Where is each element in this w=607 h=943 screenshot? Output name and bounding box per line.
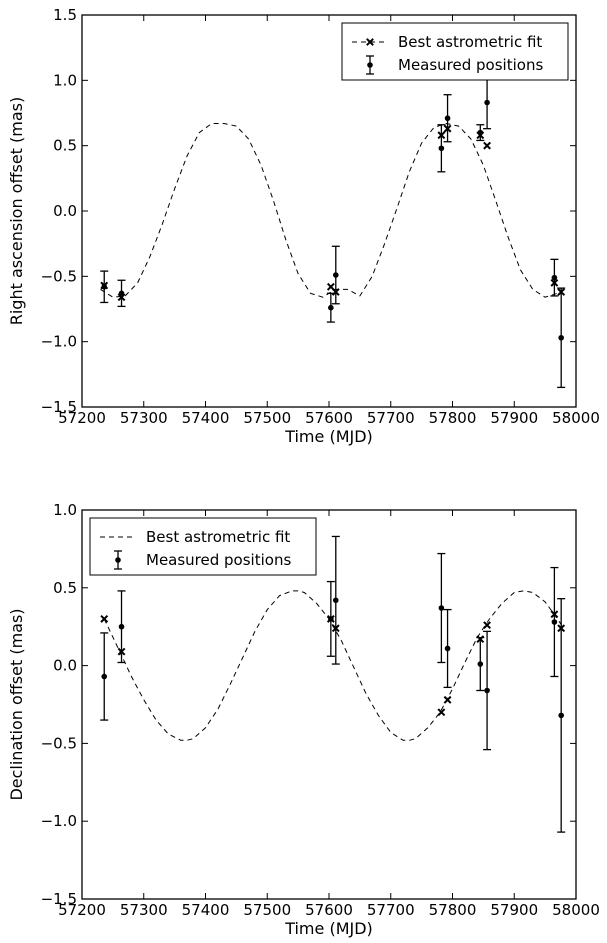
x-tick-label: 57800	[429, 901, 477, 919]
x-tick-label: 57300	[120, 409, 168, 427]
measured-point	[483, 75, 492, 130]
y-tick-label: −0.5	[41, 734, 77, 752]
x-tick-label: 57500	[243, 409, 291, 427]
measured-point	[443, 94, 452, 143]
measured-point	[437, 124, 446, 173]
x-tick-label: 57800	[429, 409, 477, 427]
x-tick-label: 57700	[367, 901, 415, 919]
measured-point	[557, 598, 566, 833]
x-tick-label: 57400	[182, 409, 230, 427]
legend-entry-fit: Best astrometric fit	[352, 33, 542, 51]
x-tick-label: 58000	[552, 409, 600, 427]
y-axis-label: Right ascension offset (mas)	[7, 97, 26, 326]
measured-point	[550, 258, 559, 297]
measured-point	[100, 270, 109, 304]
legend-measured-symbol	[114, 550, 122, 570]
y-tick-label: −1.0	[41, 812, 77, 830]
x-tick-label: 57900	[490, 901, 538, 919]
y-tick-label: −1.5	[41, 890, 77, 908]
legend-box	[341, 22, 569, 81]
legend: Best astrometric fit Measured positions	[89, 517, 317, 576]
fit-marker	[100, 615, 109, 623]
x-tick-label: 57700	[367, 409, 415, 427]
legend-entry-measured: Measured positions	[366, 55, 543, 75]
fit-marker	[443, 695, 452, 704]
y-axis-label: Declination offset (mas)	[7, 608, 26, 800]
y-tick-label: 0.5	[53, 579, 77, 597]
y-tick-label: 1.0	[53, 501, 77, 519]
legend-label-fit: Best astrometric fit	[146, 528, 290, 546]
measured-point	[117, 279, 126, 308]
plot-area	[100, 75, 566, 389]
legend-label-measured: Measured positions	[146, 551, 291, 569]
measured-point	[326, 580, 335, 657]
chart-panel-1: 57200 57300 57400 57500 57600 57700 57800 57900…	[7, 6, 600, 446]
x-tick-label: 57500	[243, 901, 291, 919]
y-tick-label: −1.5	[41, 398, 77, 416]
measured-point	[550, 566, 559, 678]
measured-point	[331, 245, 340, 305]
measured-point	[557, 287, 566, 389]
x-axis-label: Time (MJD)	[284, 427, 373, 446]
x-tick-label: 57300	[120, 901, 168, 919]
legend-label-fit: Best astrometric fit	[398, 33, 542, 51]
y-tick-label: 0.0	[53, 657, 77, 675]
legend-entry-fit: Best astrometric fit	[100, 528, 290, 546]
legend-box	[89, 517, 317, 576]
x-tick-label: 57900	[490, 409, 538, 427]
fit-marker	[437, 708, 446, 717]
x-tick-label: 57600	[305, 901, 353, 919]
measured-point	[476, 636, 485, 692]
legend-fit-marker	[366, 38, 374, 46]
x-tick-label: 57400	[182, 901, 230, 919]
y-tick-label: −1.0	[41, 333, 77, 351]
legend-label-measured: Measured positions	[398, 56, 543, 74]
legend-measured-symbol	[366, 55, 374, 75]
fit-curve	[103, 590, 565, 741]
legend-entry-measured: Measured positions	[114, 550, 291, 570]
legend: Best astrometric fit Measured positions	[341, 22, 569, 81]
y-tick-label: 1.0	[53, 71, 77, 89]
y-tick-label: 1.5	[53, 6, 77, 24]
x-tick-label: 57200	[58, 901, 106, 919]
measured-point	[326, 292, 335, 323]
x-tick-label: 58000	[552, 901, 600, 919]
measured-point	[443, 608, 452, 689]
x-tick-label: 57200	[58, 409, 106, 427]
fit-marker	[483, 621, 491, 630]
measured-point	[483, 630, 492, 751]
measured-point	[331, 535, 340, 665]
y-tick-label: 0.0	[53, 202, 77, 220]
chart-panel-2: 57200 57300 57400 57500 57600 57700 57800 57900…	[7, 501, 600, 938]
fit-curve	[100, 122, 564, 298]
y-tick-label: −0.5	[41, 267, 77, 285]
measured-point	[437, 552, 446, 664]
measured-point	[117, 590, 126, 664]
fit-marker	[483, 141, 491, 150]
plot-area	[100, 535, 566, 833]
x-tick-label: 57600	[305, 409, 353, 427]
x-axis-label: Time (MJD)	[284, 919, 373, 938]
measured-point	[100, 632, 109, 721]
y-tick-label: 0.5	[53, 137, 77, 155]
measured-point	[476, 124, 485, 142]
